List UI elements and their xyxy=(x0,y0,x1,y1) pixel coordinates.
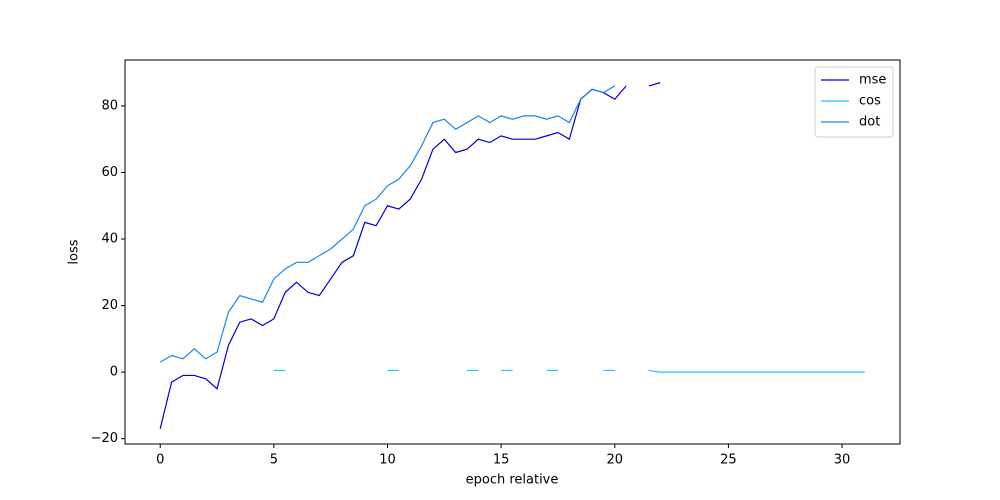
y-axis-label: loss xyxy=(67,239,82,264)
legend-label: cos xyxy=(859,94,881,109)
plot-frame xyxy=(124,59,901,445)
x-tick-label: 30 xyxy=(834,453,851,468)
y-tick-label: 0 xyxy=(110,365,118,380)
x-tick-label: 15 xyxy=(493,453,510,468)
legend-label: dot xyxy=(859,115,880,130)
x-tick-label: 10 xyxy=(379,453,396,468)
x-tick-label: 0 xyxy=(156,453,164,468)
line xyxy=(648,369,865,373)
y-tick-label: −20 xyxy=(91,431,118,446)
x-tick-label: 25 xyxy=(720,453,737,468)
y-tick-label: 40 xyxy=(101,232,118,247)
legend-label: mse xyxy=(859,73,886,88)
line xyxy=(159,85,627,429)
x-tick-label: 5 xyxy=(270,453,278,468)
y-tick-label: 20 xyxy=(101,298,118,313)
x-axis-label: epoch relative xyxy=(466,473,559,488)
y-tick-label: 80 xyxy=(101,98,118,113)
x-tick-label: 20 xyxy=(606,453,623,468)
line xyxy=(648,82,661,87)
line xyxy=(159,85,616,363)
y-tick-label: 60 xyxy=(101,165,118,180)
legend-box xyxy=(814,66,894,138)
